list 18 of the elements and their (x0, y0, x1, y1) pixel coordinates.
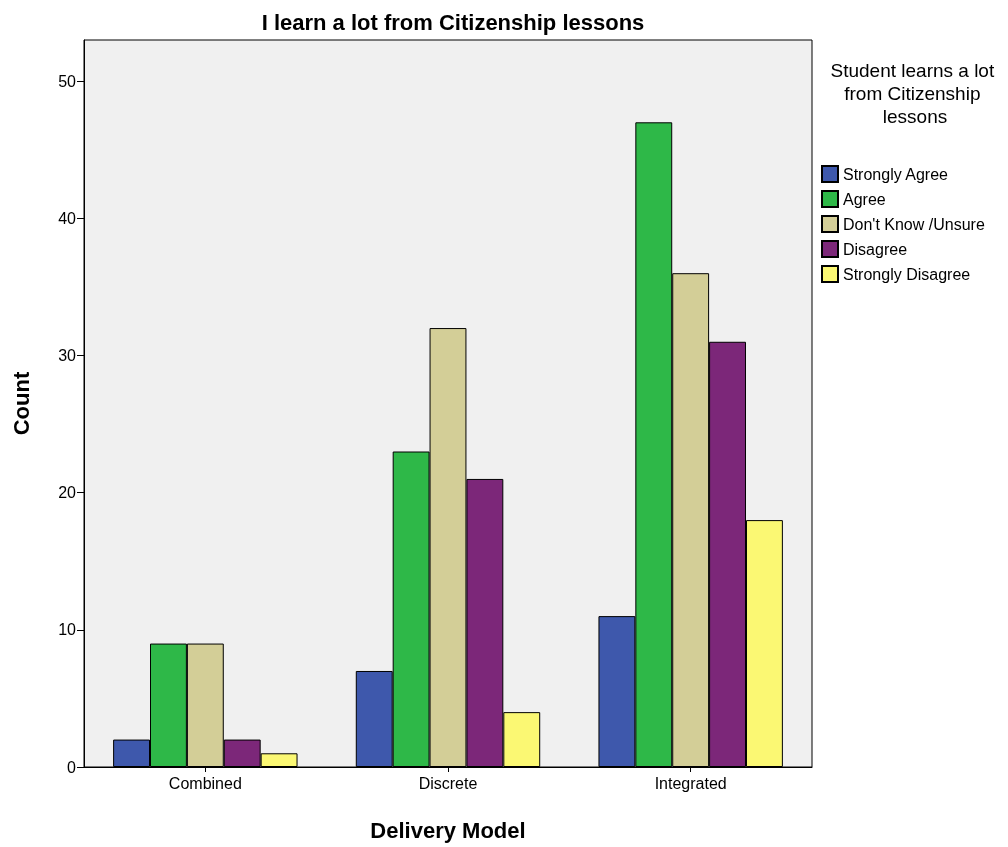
x-tick-label: Integrated (654, 774, 727, 792)
legend-label: Strongly Disagree (843, 265, 971, 283)
y-tick-label: 40 (58, 209, 77, 227)
legend-label: Don't Know /Unsure (843, 215, 985, 233)
y-axis-title: Count (8, 371, 34, 436)
y-tick-label: 20 (58, 484, 77, 502)
y-tick-label: 0 (67, 758, 77, 776)
legend-label: Disagree (843, 240, 908, 258)
legend-label: Agree (843, 190, 886, 208)
y-tick-label: 50 (58, 72, 77, 90)
y-tick-label: 30 (58, 346, 77, 364)
x-tick-label: Combined (168, 774, 242, 792)
legend-title: Student learns a lot from Citizenship lessons (830, 60, 1000, 127)
legend-label: Strongly Agree (843, 165, 949, 183)
x-tick-label: Discrete (418, 774, 478, 792)
y-tick-label: 10 (58, 621, 77, 639)
x-axis-title: Delivery Model (370, 817, 526, 843)
chart-title: I learn a lot from Citizenship lessons (261, 9, 645, 35)
